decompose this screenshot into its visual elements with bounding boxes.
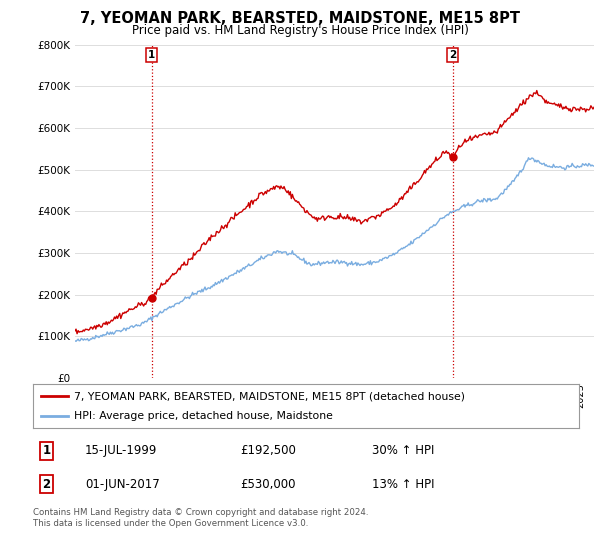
Text: 30% ↑ HPI: 30% ↑ HPI [371, 444, 434, 458]
Text: 01-JUN-2017: 01-JUN-2017 [85, 478, 160, 491]
Text: £192,500: £192,500 [241, 444, 296, 458]
Text: 1: 1 [148, 50, 155, 60]
Text: Price paid vs. HM Land Registry's House Price Index (HPI): Price paid vs. HM Land Registry's House … [131, 24, 469, 36]
Text: 2: 2 [43, 478, 51, 491]
Text: 13% ↑ HPI: 13% ↑ HPI [371, 478, 434, 491]
Text: Contains HM Land Registry data © Crown copyright and database right 2024.
This d: Contains HM Land Registry data © Crown c… [33, 508, 368, 528]
Text: HPI: Average price, detached house, Maidstone: HPI: Average price, detached house, Maid… [74, 411, 333, 421]
Text: £530,000: £530,000 [241, 478, 296, 491]
Text: 7, YEOMAN PARK, BEARSTED, MAIDSTONE, ME15 8PT: 7, YEOMAN PARK, BEARSTED, MAIDSTONE, ME1… [80, 11, 520, 26]
Text: 15-JUL-1999: 15-JUL-1999 [85, 444, 157, 458]
Text: 2: 2 [449, 50, 457, 60]
Text: 1: 1 [43, 444, 51, 458]
Text: 7, YEOMAN PARK, BEARSTED, MAIDSTONE, ME15 8PT (detached house): 7, YEOMAN PARK, BEARSTED, MAIDSTONE, ME1… [74, 391, 465, 401]
